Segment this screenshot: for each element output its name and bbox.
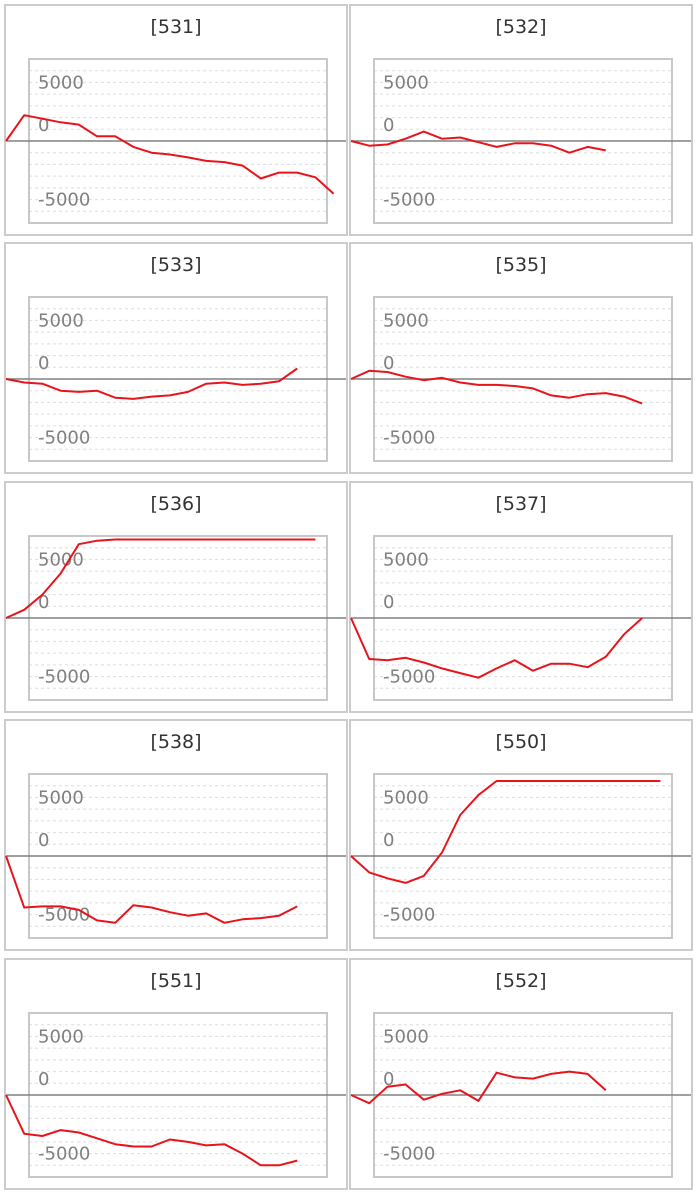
y-tick-label: 0 xyxy=(383,1069,394,1090)
series-line xyxy=(350,130,606,154)
chart-panel: [550] 5000 0 -5000 xyxy=(349,719,693,951)
chart-panel: [551] 5000 0 -5000 xyxy=(4,958,348,1190)
y-tick-label: 0 xyxy=(383,592,394,613)
y-tick-label: -5000 xyxy=(383,190,435,211)
chart-svg: 5000 0 -5000 xyxy=(350,1012,691,1178)
y-tick-label: 0 xyxy=(38,353,49,374)
chart-panel: [538] 5000 0 -5000 xyxy=(4,719,348,951)
series-line xyxy=(350,780,661,884)
chart-title: [536] xyxy=(150,493,202,515)
chart-panel: [532] 5000 0 -5000 xyxy=(349,4,693,236)
series-line xyxy=(350,617,643,679)
chart-svg: 5000 0 -5000 xyxy=(350,773,691,939)
chart-panel: [536] 5000 0 -5000 xyxy=(4,481,348,713)
series-line xyxy=(350,1070,607,1105)
chart-panel: [533] 5000 0 -5000 xyxy=(4,242,348,474)
y-tick-label: -5000 xyxy=(383,1144,435,1165)
y-tick-label: 0 xyxy=(38,830,49,851)
y-tick-label: 0 xyxy=(383,353,394,374)
chart-svg: 5000 0 -5000 xyxy=(350,58,691,224)
chart-title: [537] xyxy=(495,493,547,515)
y-tick-label: 0 xyxy=(38,592,49,613)
y-tick-label: 5000 xyxy=(38,787,84,808)
chart-title: [552] xyxy=(495,970,547,992)
chart-title: [533] xyxy=(150,254,202,276)
y-tick-label: -5000 xyxy=(383,905,435,926)
y-tick-label: 5000 xyxy=(383,787,429,808)
chart-svg: 5000 0 -5000 xyxy=(350,535,691,701)
chart-panel: [535] 5000 0 -5000 xyxy=(349,242,693,474)
y-tick-label: -5000 xyxy=(38,428,90,449)
series-line xyxy=(350,369,643,405)
series-line xyxy=(5,114,335,195)
chart-panel: [552] 5000 0 -5000 xyxy=(349,958,693,1190)
y-tick-label: 5000 xyxy=(383,1026,429,1047)
chart-title: [532] xyxy=(495,16,547,38)
y-tick-label: 5000 xyxy=(383,549,429,570)
chart-title: [535] xyxy=(495,254,547,276)
y-tick-label: 0 xyxy=(383,115,394,136)
y-tick-label: 5000 xyxy=(38,72,84,93)
y-tick-label: -5000 xyxy=(38,1144,90,1165)
y-tick-label: 5000 xyxy=(383,72,429,93)
chart-svg: 5000 0 -5000 xyxy=(5,535,346,701)
chart-title: [551] xyxy=(150,970,202,992)
series-line xyxy=(5,538,316,619)
y-tick-label: 0 xyxy=(38,1069,49,1090)
chart-title: [531] xyxy=(150,16,202,38)
chart-svg: 5000 0 -5000 xyxy=(5,1012,346,1178)
series-line xyxy=(5,1094,298,1167)
chart-svg: 5000 0 -5000 xyxy=(350,296,691,462)
chart-title: [538] xyxy=(150,731,202,753)
y-tick-label: -5000 xyxy=(38,667,90,688)
series-line xyxy=(5,855,298,924)
y-tick-label: -5000 xyxy=(383,667,435,688)
y-tick-label: -5000 xyxy=(38,190,90,211)
y-tick-label: 5000 xyxy=(38,310,84,331)
y-tick-label: 0 xyxy=(38,115,49,136)
chart-svg: 5000 0 -5000 xyxy=(5,296,346,462)
chart-panel: [537] 5000 0 -5000 xyxy=(349,481,693,713)
chart-title: [550] xyxy=(495,731,547,753)
chart-panel: [531] 5000 0 -5000 xyxy=(4,4,348,236)
y-tick-label: 0 xyxy=(383,830,394,851)
y-tick-label: 5000 xyxy=(38,549,84,570)
series-line xyxy=(5,367,298,400)
chart-svg: 5000 0 -5000 xyxy=(5,58,346,224)
y-tick-label: -5000 xyxy=(383,428,435,449)
y-tick-label: 5000 xyxy=(38,1026,84,1047)
y-tick-label: 5000 xyxy=(383,310,429,331)
